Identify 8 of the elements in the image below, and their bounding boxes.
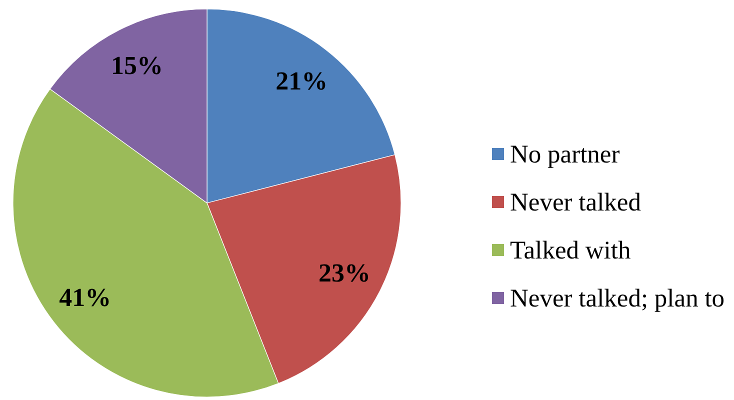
data-label: 21% <box>276 66 328 96</box>
data-label: 41% <box>59 283 112 312</box>
legend-label: Never talked <box>510 188 642 216</box>
legend-label: No partner <box>510 140 620 168</box>
data-label: 23% <box>318 258 370 288</box>
legend-label: Never talked; plan to <box>510 284 725 312</box>
legend-label: Talked with <box>510 236 631 264</box>
data-label: 15% <box>110 51 163 80</box>
